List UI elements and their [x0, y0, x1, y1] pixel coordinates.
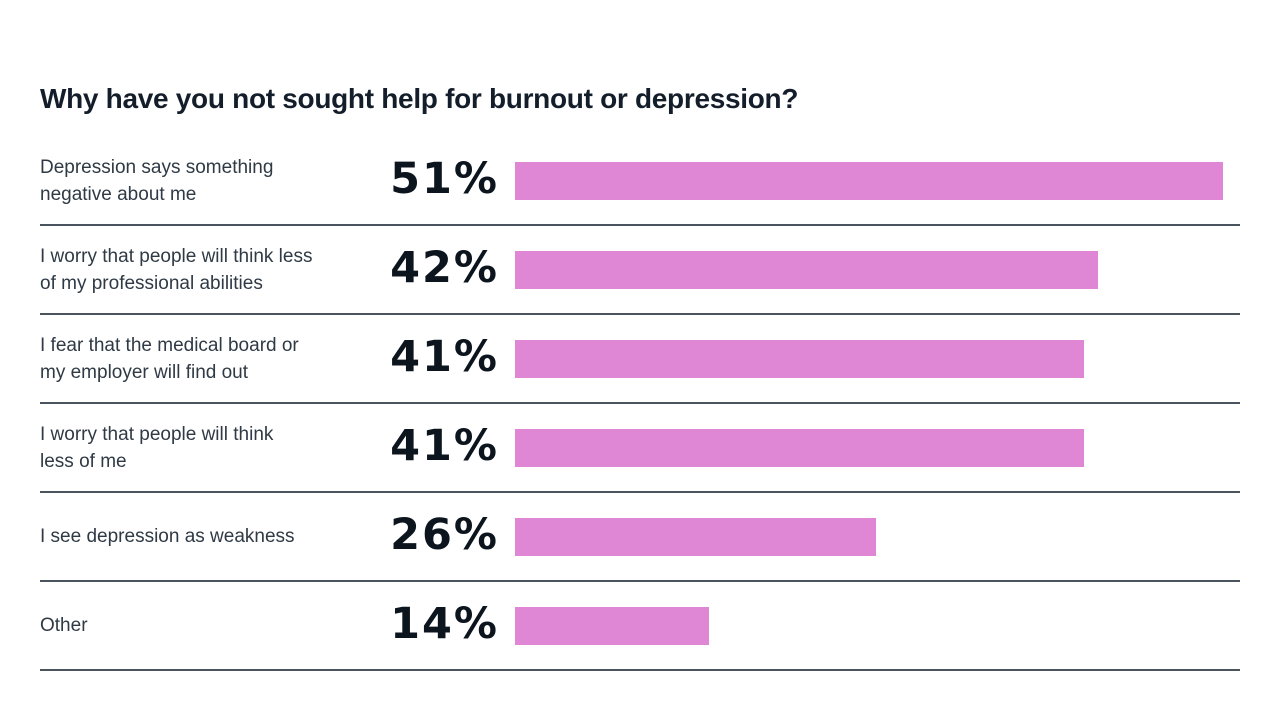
row-label: I fear that the medical board or my empl…: [40, 334, 299, 383]
chart-container: Why have you not sought help for burnout…: [40, 83, 1240, 671]
row-label: I worry that people will think less of m…: [40, 423, 274, 472]
bar-track: [515, 161, 1223, 200]
row-value: 41%: [390, 331, 499, 382]
row-bar: [515, 161, 1223, 200]
row-value: 26%: [390, 509, 499, 560]
bar-track: [515, 606, 1223, 645]
row-bar: [515, 606, 710, 645]
chart-row: I fear that the medical board or my empl…: [40, 315, 1240, 404]
row-label: I see depression as weakness: [40, 526, 295, 547]
row-bar: [515, 339, 1085, 378]
row-bar: [515, 428, 1085, 467]
chart-row: Depression says something negative about…: [40, 137, 1240, 226]
chart-row: Other 14%: [40, 582, 1240, 671]
chart-row: I see depression as weakness 26%: [40, 493, 1240, 582]
row-label: I worry that people will think less of m…: [40, 245, 313, 294]
row-value: 41%: [390, 420, 499, 471]
row-bar: [515, 250, 1099, 289]
row-bar: [515, 517, 876, 556]
chart-row: I worry that people will think less of m…: [40, 404, 1240, 493]
row-label: Other: [40, 615, 88, 636]
chart-title: Why have you not sought help for burnout…: [40, 83, 799, 114]
bar-track: [515, 250, 1223, 289]
row-label: Depression says something negative about…: [40, 156, 274, 205]
row-value: 42%: [390, 242, 499, 293]
chart-row: I worry that people will think less of m…: [40, 226, 1240, 315]
row-value: 14%: [390, 598, 499, 649]
chart-rows: Depression says something negative about…: [40, 137, 1240, 671]
bar-track: [515, 517, 1223, 556]
bar-track: [515, 428, 1223, 467]
row-value: 51%: [390, 153, 499, 204]
bar-track: [515, 339, 1223, 378]
